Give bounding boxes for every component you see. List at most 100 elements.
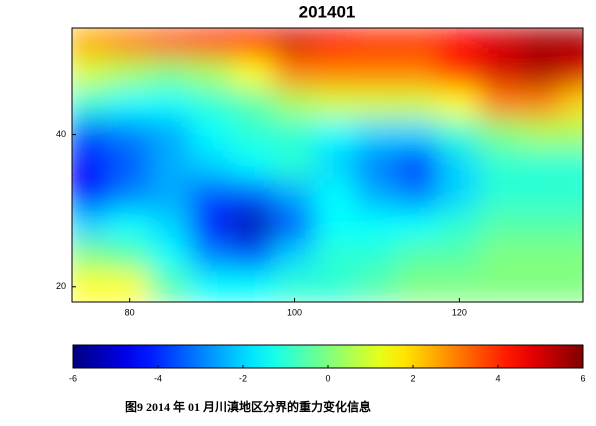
heat-cell [108,240,152,273]
heat-cell [520,87,564,121]
heat-cell [272,28,317,60]
heat-cell [478,57,523,90]
heat-cell [149,57,193,90]
colorbar-tick-label: 6 [580,373,585,383]
heat-cell [437,270,481,302]
heat-cell [149,209,193,243]
heat-cell [520,209,564,243]
heat-cell [231,87,275,121]
heat-cell [149,28,193,60]
heat-cell [396,270,440,302]
heat-cell [272,87,317,121]
heat-cell [231,28,275,60]
heat-cell [190,57,234,90]
heat-cell [437,28,481,60]
heat-cell [190,270,234,302]
heat-cell [437,148,481,182]
heat-cell [396,57,440,90]
heat-cell [478,209,523,243]
x-tick-label: 120 [452,307,467,317]
heat-cell [72,209,111,243]
heat-cell [520,148,564,182]
heat-cell [355,179,399,212]
heat-cell [149,87,193,121]
heat-cell [478,179,523,212]
heat-cell [108,209,152,243]
colorbar-tick-label: -4 [154,373,162,383]
caption: 图9 2014 年 01 月川滇地区分界的重力变化信息 [125,399,371,414]
heat-cell [272,148,317,182]
heat-cell [272,209,317,243]
heat-cell [108,57,152,90]
heat-cell [437,209,481,243]
heat-cell [437,118,481,151]
heat-cell [355,209,399,243]
heat-cell [190,240,234,273]
heat-cell [108,179,152,212]
heat-cell [314,118,358,151]
heat-cell [396,118,440,151]
plot-frame [71,27,584,303]
heat-cell [437,87,481,121]
chart-title: 201401 [299,2,356,21]
heat-cell [561,148,583,182]
heat-cell [190,148,234,182]
heat-cell [272,240,317,273]
heat-cell [520,57,564,90]
heat-cell [314,87,358,121]
heat-cell [149,270,193,302]
x-tick-label: 80 [125,307,135,317]
heat-cell [478,87,523,121]
heat-cell [396,240,440,273]
heat-cell [314,179,358,212]
heat-cell [520,28,564,60]
heat-cell [561,57,583,90]
heat-cell [108,87,152,121]
heat-cell [396,28,440,60]
heat-cell [190,87,234,121]
heat-cell [231,148,275,182]
heat-cell [355,148,399,182]
heatmap [72,28,583,302]
colorbar-tick-label: 4 [495,373,500,383]
colorbar [72,344,584,369]
heat-cell [478,148,523,182]
heat-cell [190,179,234,212]
heat-cell [561,270,583,302]
heat-cell [437,240,481,273]
heat-cell [561,209,583,243]
heat-cell [437,57,481,90]
heat-cell [231,179,275,212]
y-tick-label: 20 [56,281,66,291]
heat-cell [561,118,583,151]
heat-cell [437,179,481,212]
heat-cell [72,240,111,273]
heat-cell [355,57,399,90]
heat-cell [478,28,523,60]
heat-cell [231,270,275,302]
heat-cell [149,148,193,182]
heat-cell [272,179,317,212]
heat-cell [72,179,111,212]
heat-cell [314,28,358,60]
x-tick-label: 100 [287,307,302,317]
heat-cell [520,270,564,302]
heat-cell [478,240,523,273]
heat-cell [108,118,152,151]
heat-cell [72,57,111,90]
heat-cell [190,118,234,151]
heat-cell [149,240,193,273]
heat-cell [396,179,440,212]
heat-cell [231,57,275,90]
plot-area [72,28,583,302]
heat-cell [149,118,193,151]
heat-cell [314,270,358,302]
heat-cell [272,57,317,90]
heat-cell [478,118,523,151]
heat-cell [72,87,111,121]
heat-cell [355,87,399,121]
heat-cell [108,148,152,182]
colorbar-tick-label: 2 [410,373,415,383]
heat-cell [520,118,564,151]
heat-cell [561,87,583,121]
